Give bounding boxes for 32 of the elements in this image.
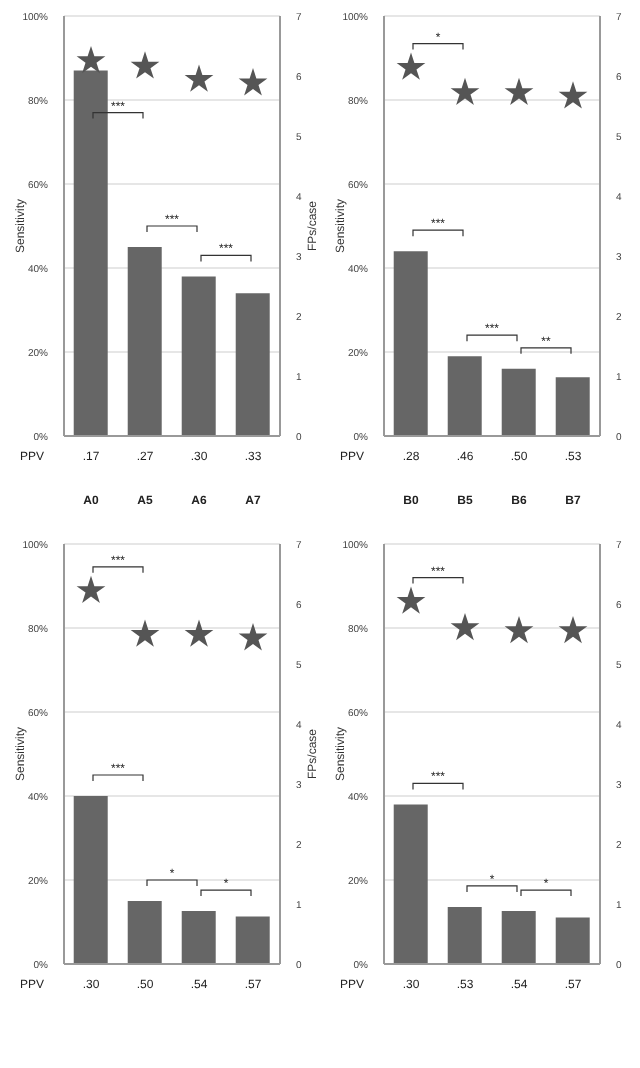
point	[450, 77, 480, 106]
bar	[447, 906, 482, 964]
bar	[235, 916, 270, 964]
point	[450, 612, 480, 641]
bar	[127, 901, 162, 964]
bar	[501, 911, 536, 964]
point	[238, 68, 268, 96]
bar	[393, 251, 428, 436]
point	[504, 615, 534, 644]
bar	[235, 293, 270, 436]
bar	[127, 247, 162, 436]
bar	[447, 356, 482, 436]
bar	[393, 804, 428, 964]
point	[504, 77, 534, 106]
bar	[181, 276, 216, 436]
bar	[73, 796, 108, 964]
point	[184, 619, 214, 647]
point	[76, 575, 106, 604]
bar	[555, 917, 590, 964]
point	[184, 64, 214, 92]
bar	[181, 911, 216, 964]
bar	[555, 377, 590, 436]
point	[238, 623, 268, 651]
point	[130, 619, 160, 647]
point	[76, 45, 106, 74]
point	[396, 52, 426, 80]
bar	[73, 70, 108, 436]
point	[130, 51, 160, 79]
bar	[501, 368, 536, 436]
point	[558, 615, 588, 644]
point	[396, 586, 426, 614]
point	[558, 81, 588, 109]
